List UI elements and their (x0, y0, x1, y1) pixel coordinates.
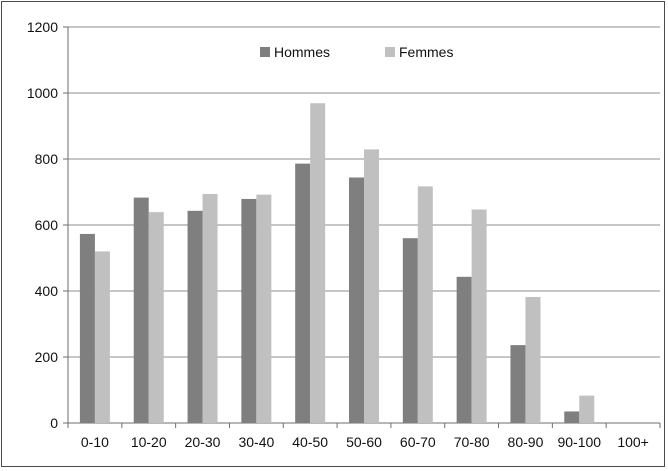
x-tick-label: 80-90 (508, 434, 544, 450)
legend-label-hommes: Hommes (274, 44, 330, 60)
bar-hommes-90-100 (564, 411, 580, 423)
x-tick-label: 50-60 (346, 434, 382, 450)
bars (79, 103, 595, 423)
y-tick-labels: 0 200 400 600 800 1000 1200 (27, 19, 58, 431)
x-tick-label: 20-30 (185, 434, 221, 450)
x-tick-labels: 0-10 10-20 20-30 30-40 40-50 50-60 60-70 70-80 8… (81, 434, 649, 450)
legend-swatch-hommes (260, 47, 270, 57)
bar-femmes-10-20 (148, 212, 164, 423)
x-tick-label: 30-40 (238, 434, 274, 450)
x-tick-label: 10-20 (131, 434, 167, 450)
x-tick-label: 40-50 (292, 434, 328, 450)
bar-hommes-60-70 (402, 238, 418, 423)
x-tick-label: 70-80 (454, 434, 490, 450)
bar-femmes-70-80 (471, 209, 487, 423)
bar-femmes-0-10 (94, 251, 110, 423)
legend-label-femmes: Femmes (399, 44, 453, 60)
bar-hommes-10-20 (133, 197, 149, 423)
bar-hommes-20-30 (187, 210, 203, 423)
bar-hommes-30-40 (241, 198, 257, 423)
legend-swatch-femmes (385, 47, 395, 57)
y-tick-label: 1000 (27, 85, 58, 101)
y-tick-label: 600 (35, 217, 59, 233)
y-tick-label: 200 (35, 349, 59, 365)
bar-hommes-70-80 (456, 276, 472, 423)
x-tick-label: 0-10 (81, 434, 109, 450)
x-tick-label: 100+ (617, 434, 649, 450)
bar-femmes-20-30 (202, 193, 218, 423)
bar-hommes-80-90 (510, 345, 526, 423)
bar-femmes-30-40 (256, 194, 272, 423)
y-tick-label: 1200 (27, 19, 58, 35)
y-tick-label: 800 (35, 151, 59, 167)
x-tick-label: 60-70 (400, 434, 436, 450)
bar-femmes-90-100 (579, 395, 595, 423)
bar-hommes-50-60 (349, 177, 364, 423)
bar-femmes-40-50 (310, 103, 326, 423)
legend: Hommes Femmes (260, 44, 453, 60)
bar-hommes-40-50 (295, 163, 311, 423)
y-tick-label: 400 (35, 283, 59, 299)
x-tick-label: 90-100 (557, 434, 601, 450)
bar-hommes-0-10 (79, 233, 95, 423)
bar-femmes-60-70 (417, 186, 433, 423)
bar-femmes-50-60 (364, 149, 379, 423)
bar-femmes-80-90 (525, 296, 541, 423)
bar-chart: 0 200 400 600 800 1000 1200 0-10 10-20 20-30 30-4… (27, 19, 661, 450)
y-tick-label: 0 (50, 415, 58, 431)
